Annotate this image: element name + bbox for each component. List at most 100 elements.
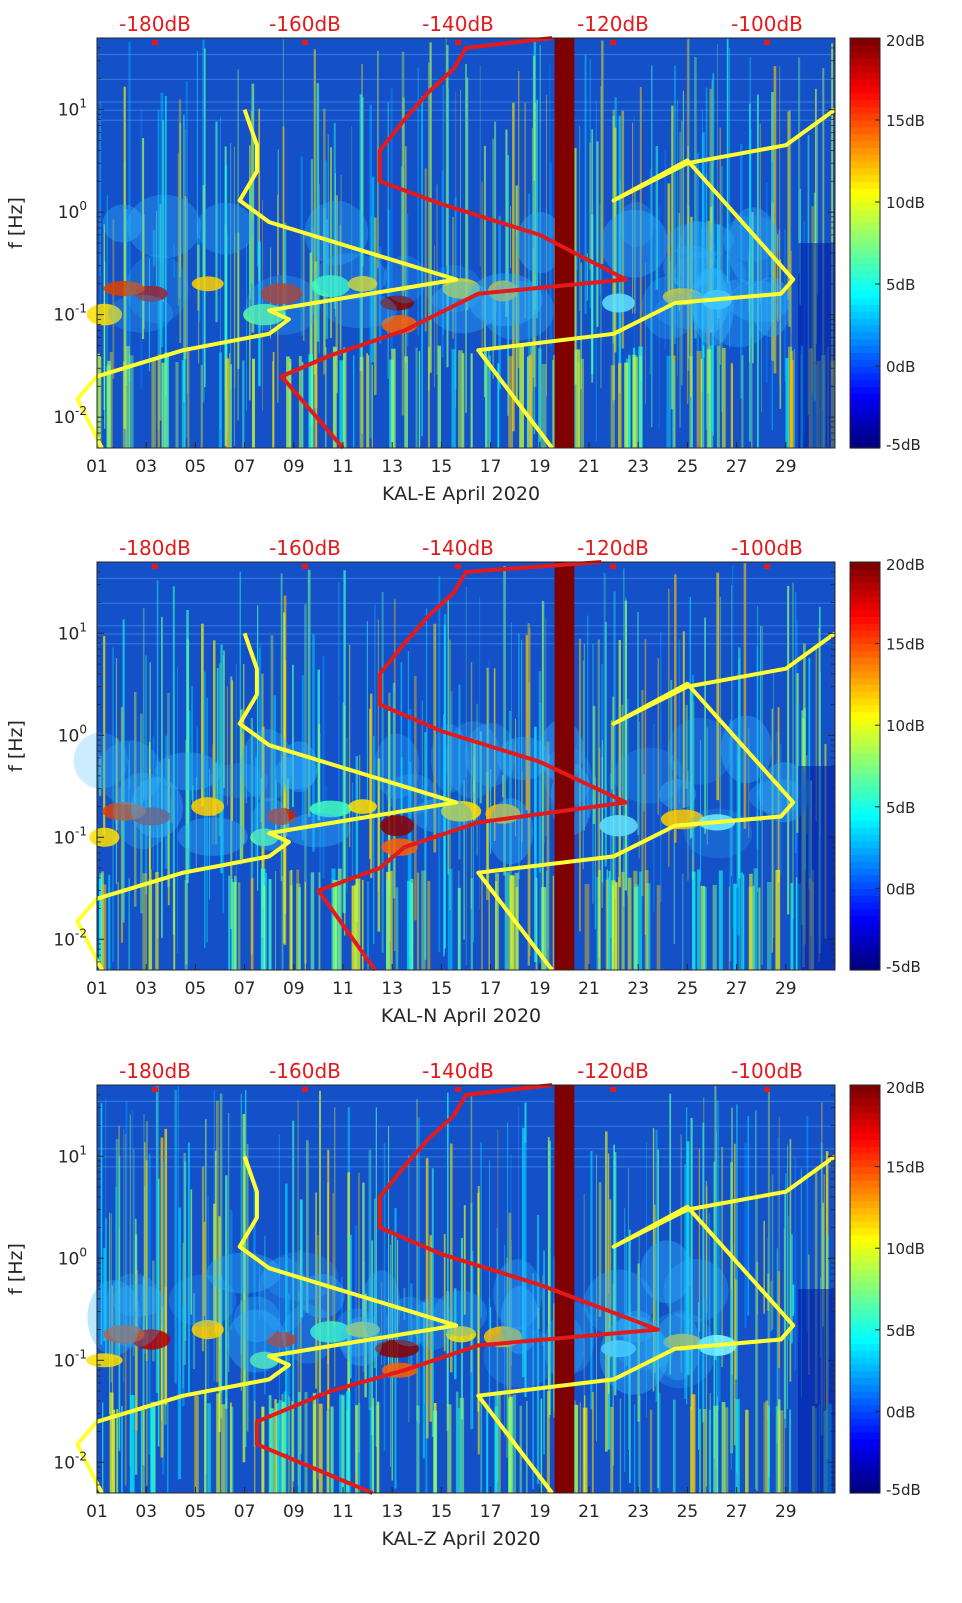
texture-stripe: [778, 1116, 780, 1492]
texture-stripe: [776, 1248, 778, 1444]
texture-stripe: [161, 616, 163, 938]
texture-lowfreq: [346, 1391, 351, 1493]
texture-stripe: [235, 663, 237, 958]
texture-stripe: [473, 739, 476, 821]
top-tick-mark: [455, 1087, 461, 1092]
texture-lowfreq: [287, 1395, 289, 1493]
texture-stripe: [191, 685, 194, 800]
texture-lowfreq: [369, 1407, 374, 1493]
texture-lowfreq: [359, 357, 364, 448]
haze: [233, 1296, 280, 1343]
texture-stripe: [792, 1284, 795, 1316]
texture-stripe: [463, 780, 465, 940]
texture-stripe: [134, 691, 137, 907]
texture-stripe: [183, 1152, 186, 1366]
texture-lowfreq: [140, 1407, 143, 1493]
texture-lowfreq: [427, 880, 431, 970]
colorbar-segment: [850, 963, 880, 971]
texture-stripe: [515, 718, 516, 837]
colorbar-segment: [850, 38, 880, 46]
texture-lowfreq: [404, 356, 408, 448]
haze: [481, 280, 555, 341]
texture-stripe: [489, 1307, 492, 1335]
microseism-blob: [86, 1353, 123, 1368]
texture-stripe: [300, 156, 303, 336]
microseism-blob: [345, 1321, 380, 1338]
texture-stripe: [709, 88, 712, 292]
texture-lowfreq: [793, 349, 796, 448]
haze: [618, 201, 655, 247]
colorbar-segment: [850, 208, 880, 217]
colorbar-segment: [850, 895, 880, 903]
texture-stripe: [702, 132, 705, 358]
texture-stripe: [253, 1185, 256, 1447]
texture-stripe: [779, 744, 782, 876]
texture-stripe: [705, 87, 708, 430]
texture-stripe: [618, 640, 621, 888]
texture-stripe: [362, 1182, 365, 1337]
texture-stripe: [177, 152, 180, 306]
haze: [500, 1286, 539, 1355]
texture-stripe: [692, 674, 694, 856]
texture-lowfreq: [672, 360, 675, 448]
texture-lowfreq: [552, 359, 554, 448]
texture-stripe: [668, 588, 670, 867]
x-tick-label: 23: [627, 457, 649, 477]
colorbar-segment: [850, 840, 880, 849]
texture-stripe: [796, 673, 799, 833]
colorbar-frame: [849, 561, 881, 971]
microseism-blob: [191, 276, 224, 292]
x-tick-label: 25: [677, 979, 699, 999]
texture-stripe: [421, 96, 423, 437]
texture-stripe: [706, 727, 708, 845]
texture-stripe: [377, 758, 381, 932]
texture-stripe: [717, 43, 718, 330]
colorbar-segment: [850, 311, 880, 319]
texture-stripe: [403, 1288, 406, 1321]
microseism-blob: [103, 280, 145, 297]
texture-lowfreq: [416, 1405, 420, 1493]
colorbar-segment: [850, 942, 880, 951]
texture-stripe: [142, 138, 145, 339]
texture-stripe: [387, 102, 389, 379]
texture-lowfreq: [541, 364, 547, 448]
texture-stripe: [595, 100, 597, 442]
y-axis-label: f [Hz]: [5, 1243, 27, 1295]
colorbar-segment: [850, 1085, 880, 1093]
texture-stripe: [590, 1151, 593, 1410]
texture-lowfreq: [355, 1405, 358, 1493]
texture-lowfreq: [298, 356, 302, 448]
colorbar-label: 10dB: [886, 194, 925, 212]
texture-stripe: [521, 639, 523, 860]
x-tick-label: 07: [234, 979, 256, 999]
texture-stripe: [814, 1170, 818, 1404]
texture-stripe: [466, 77, 469, 311]
texture-lowfreq: [125, 346, 131, 448]
haze: [125, 254, 189, 324]
colorbar-segment: [850, 1234, 880, 1242]
texture-lowfreq: [730, 363, 733, 448]
texture-lowfreq: [530, 354, 533, 448]
colorbar-segment: [850, 167, 880, 176]
texture-stripe: [198, 247, 200, 364]
texture-lowfreq: [142, 1404, 145, 1493]
texture-stripe: [195, 776, 197, 870]
texture-stripe: [351, 126, 353, 282]
texture-lowfreq: [225, 358, 230, 448]
top-axis-label: -120dB: [577, 1059, 649, 1083]
texture-lowfreq: [242, 360, 245, 448]
colorbar-label: 5dB: [886, 799, 915, 817]
texture-stripe: [374, 1198, 376, 1369]
texture-stripe: [178, 99, 182, 277]
texture-stripe: [755, 1110, 757, 1490]
texture-stripe: [242, 1114, 246, 1463]
haze: [130, 777, 183, 838]
texture-stripe: [212, 744, 214, 845]
texture-stripe: [790, 1234, 793, 1344]
top-tick-mark: [302, 564, 308, 569]
texture-stripe: [789, 1139, 792, 1382]
red-noise-curve: [279, 36, 628, 450]
texture-stripe: [402, 97, 405, 292]
texture-lowfreq: [608, 877, 611, 970]
texture-lowfreq: [109, 1392, 114, 1493]
